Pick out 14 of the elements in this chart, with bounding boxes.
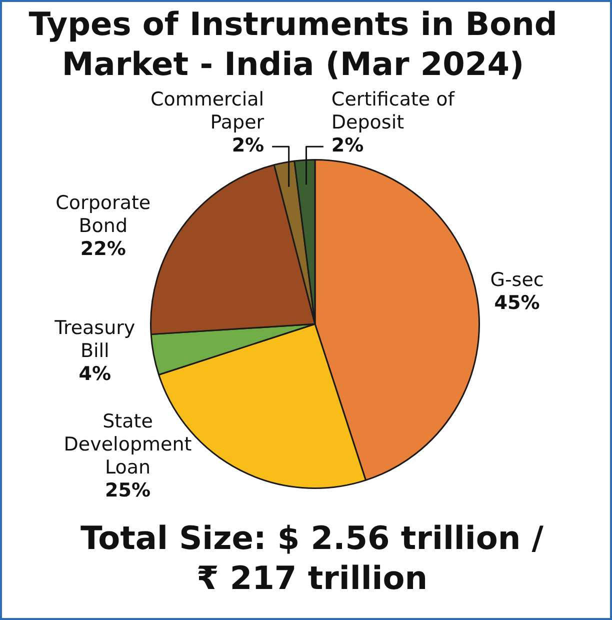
data-label: 2% <box>331 134 364 157</box>
data-label: 4% <box>78 362 112 385</box>
slice-label: State Development Loan <box>64 410 192 478</box>
data-label: 22% <box>80 238 126 260</box>
chart-title: Types of Instruments in Bond Market - India (Mar 2024) <box>28 4 558 84</box>
slice-label: Corporate Bond <box>56 192 151 238</box>
data-label: 45% <box>494 292 540 314</box>
category-label: Certificate of Deposit <box>331 88 454 134</box>
slice-label: Treasury Bill <box>54 316 136 362</box>
slice-label: G-sec <box>490 269 544 292</box>
text: Total Size: $ 2.56 trillion / ₹ 217 trillion <box>80 518 544 598</box>
slice-label: Commercial Paper <box>150 88 264 134</box>
data-label: 2% <box>232 134 264 157</box>
data-label: 25% <box>105 479 150 502</box>
